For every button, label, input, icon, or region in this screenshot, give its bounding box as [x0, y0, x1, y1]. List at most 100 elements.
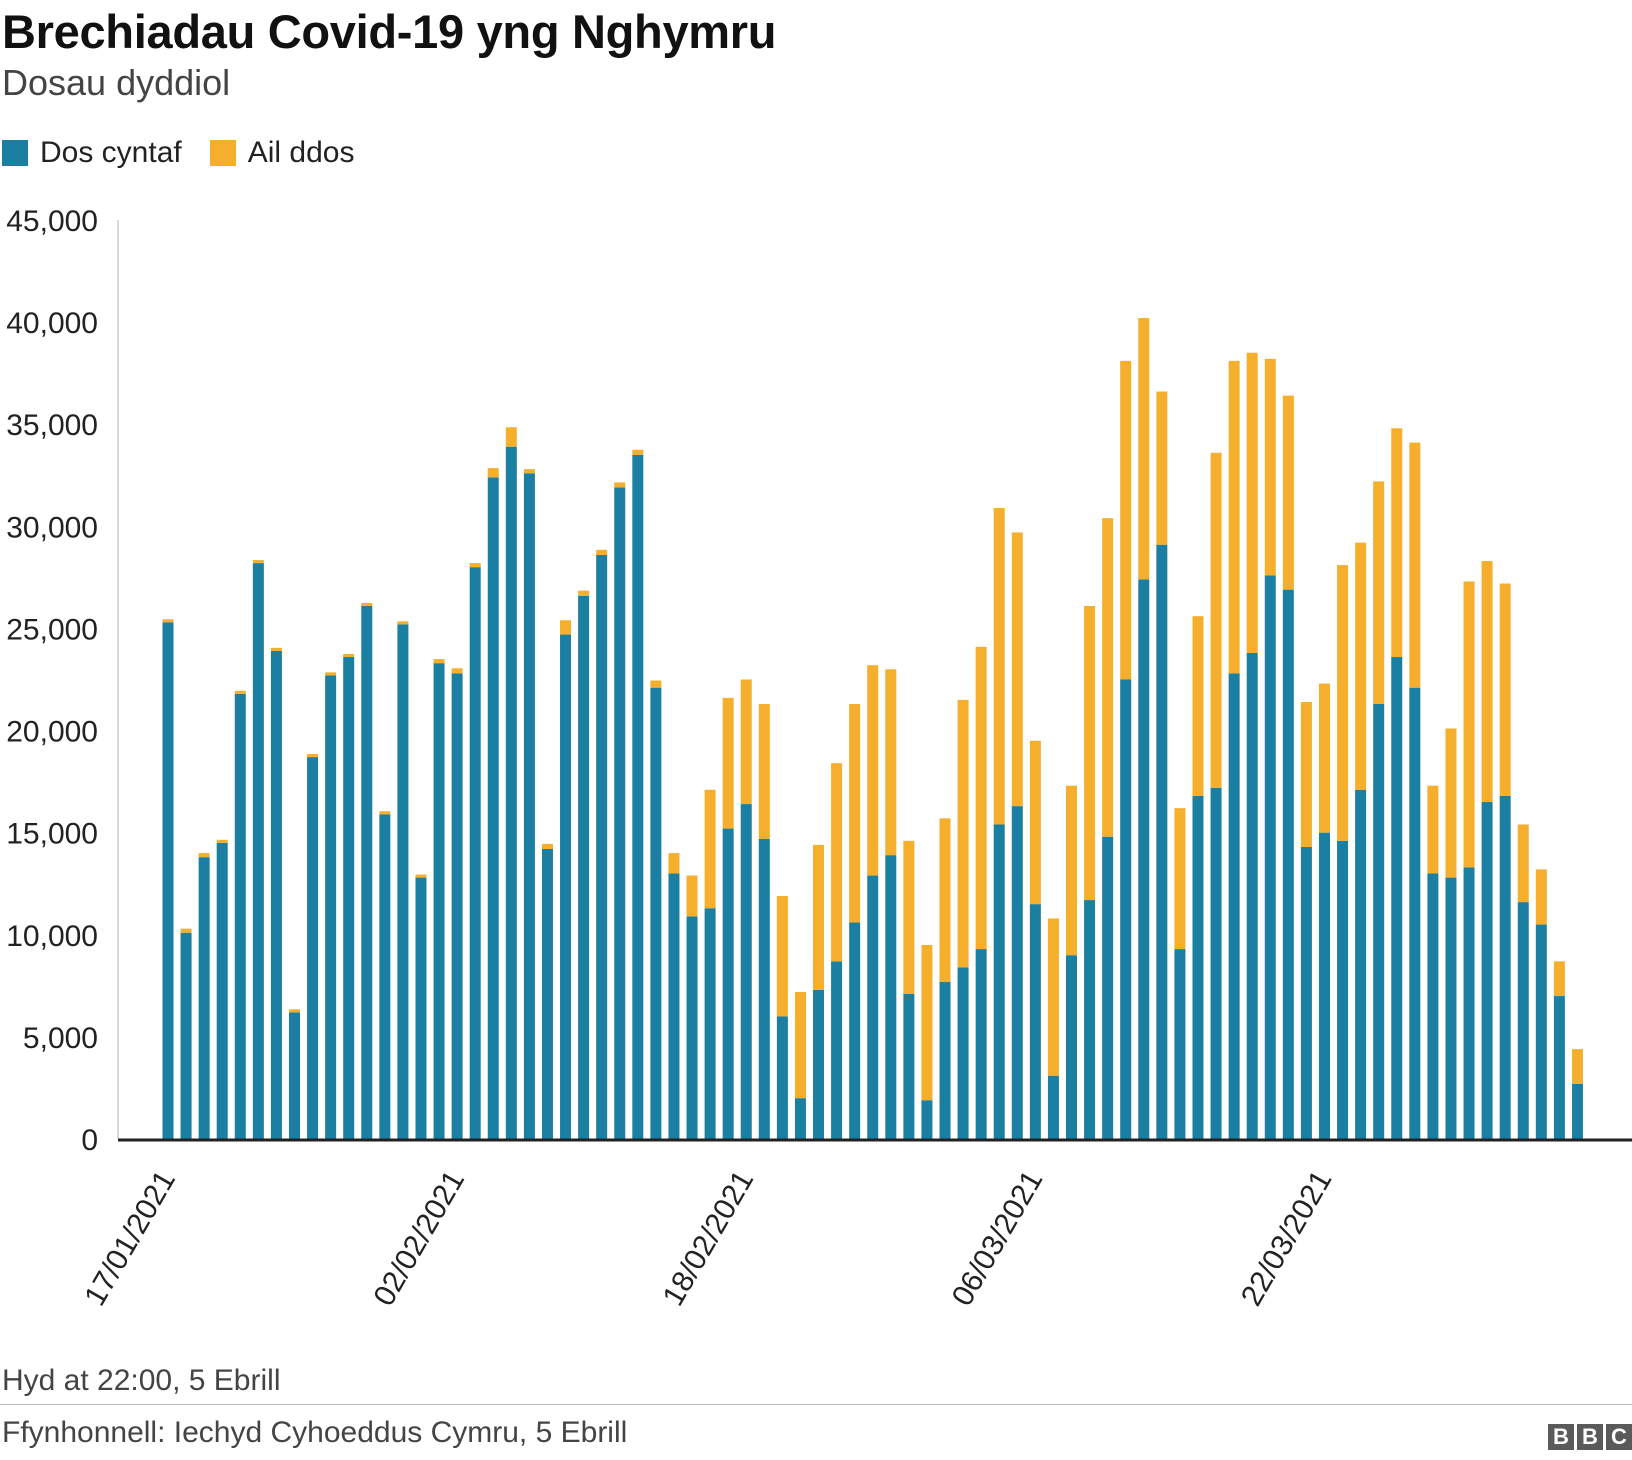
x-tick-label: 02/02/2021 [368, 1165, 472, 1312]
bar-first-dose [1102, 836, 1114, 1139]
bar-first-dose [523, 473, 535, 1139]
bar-first-dose [433, 663, 445, 1139]
bar-first-dose [1228, 673, 1240, 1139]
x-tick-label: 22/03/2021 [1235, 1165, 1339, 1312]
bar-first-dose [1084, 900, 1096, 1139]
bar-second-dose [1047, 918, 1059, 1076]
bar-first-dose [686, 916, 698, 1139]
legend-swatch-second-dose [209, 140, 236, 166]
bar-first-dose [849, 922, 861, 1139]
bar-first-dose [632, 454, 644, 1139]
bar-second-dose [1481, 561, 1493, 803]
bar-first-dose [596, 554, 608, 1139]
y-tick-label: 45,000 [6, 205, 98, 238]
bar-second-dose [505, 427, 517, 447]
source-text: Ffynhonnell: Iechyd Cyhoeddus Cymru, 5 E… [2, 1416, 628, 1449]
bar-second-dose [252, 560, 264, 564]
chart-subtitle: Dosau dyddiol [2, 62, 231, 103]
bar-first-dose [1355, 789, 1367, 1139]
bar-first-dose [379, 814, 391, 1139]
bar-second-dose [216, 839, 228, 843]
bar-first-dose [1373, 704, 1385, 1139]
y-tick-label: 5,000 [23, 1022, 98, 1055]
bar-second-dose [1391, 428, 1403, 658]
bar-second-dose [541, 843, 553, 850]
bar-second-dose [1427, 785, 1439, 874]
bar-first-dose [921, 1100, 933, 1139]
bar-first-dose [415, 877, 427, 1139]
bar-first-dose [252, 563, 264, 1139]
bar-second-dose [650, 680, 662, 688]
bar-first-dose [578, 595, 590, 1139]
bar-first-dose [541, 849, 553, 1139]
bar-first-dose [1481, 802, 1493, 1139]
bar-second-dose [831, 763, 843, 962]
bar-first-dose [1517, 902, 1529, 1139]
bar-second-dose [379, 811, 391, 815]
bar-first-dose [1066, 955, 1077, 1139]
bar-second-dose [343, 653, 355, 658]
bar-second-dose [1084, 605, 1096, 901]
bar-first-dose [198, 857, 210, 1139]
bar-first-dose [885, 855, 897, 1139]
bbc-logo-letter: B [1577, 1424, 1603, 1450]
bar-first-dose [794, 1098, 806, 1139]
bar-second-dose [270, 647, 282, 651]
bar-first-dose [1029, 904, 1041, 1139]
x-tick-label: 06/03/2021 [946, 1165, 1050, 1312]
bar-first-dose [813, 989, 825, 1139]
footnote: Hyd at 22:00, 5 Ebrill [2, 1364, 281, 1397]
bar-second-dose [288, 1009, 300, 1013]
bar-second-dose [1174, 808, 1186, 950]
legend: Dos cyntaf Ail ddos [2, 136, 382, 170]
bar-first-dose [1445, 877, 1457, 1139]
bar-first-dose [650, 687, 662, 1139]
y-tick-label: 30,000 [6, 511, 98, 544]
x-tick-label: 18/02/2021 [657, 1165, 761, 1312]
y-tick-label: 0 [81, 1124, 98, 1157]
bar-first-dose [1535, 924, 1547, 1139]
bar-first-dose [1571, 1083, 1583, 1139]
x-tick-label: 17/01/2021 [78, 1165, 182, 1312]
bar-first-dose [975, 949, 987, 1139]
legend-label-first-dose: Dos cyntaf [40, 136, 182, 169]
bar-first-dose [722, 828, 734, 1139]
bar-first-dose [1192, 795, 1204, 1139]
chart-title: Brechiadau Covid-19 yng Nghymru [2, 5, 777, 58]
bar-first-dose [1337, 840, 1349, 1139]
bar-second-dose [1517, 824, 1529, 903]
bar-second-dose [1300, 701, 1312, 847]
bar-series [162, 318, 1583, 1140]
bar-first-dose [505, 446, 517, 1140]
bar-second-dose [1228, 360, 1240, 674]
bar-first-dose [216, 842, 228, 1139]
bar-second-dose [1066, 785, 1077, 956]
bar-first-dose [487, 477, 499, 1139]
bar-second-dose [1318, 683, 1330, 833]
bar-first-dose [288, 1012, 300, 1139]
bar-second-dose [1355, 542, 1367, 790]
bar-second-dose [1337, 565, 1349, 841]
bar-second-dose [1192, 616, 1204, 796]
bar-second-dose [1138, 318, 1150, 580]
bar-second-dose [397, 621, 409, 625]
y-tick-label: 10,000 [6, 920, 98, 953]
bar-second-dose [1445, 728, 1457, 878]
bar-second-dose [704, 789, 716, 909]
bar-first-dose [704, 908, 716, 1139]
y-axis: 0 5,000 10,000 15,000 20,000 25,000 30,000 35,0… [6, 205, 119, 1157]
bar-first-dose [180, 932, 192, 1139]
y-tick-label: 40,000 [6, 307, 98, 340]
bar-first-dose [1282, 589, 1294, 1139]
bar-first-dose [1463, 867, 1475, 1139]
bar-first-dose [1264, 575, 1276, 1139]
y-tick-label: 15,000 [6, 818, 98, 851]
bar-first-dose [903, 994, 915, 1139]
bar-first-dose [234, 693, 246, 1139]
bar-second-dose [1011, 532, 1023, 807]
bar-second-dose [1120, 360, 1132, 680]
bar-second-dose [487, 468, 499, 478]
bar-first-dose [1499, 795, 1511, 1139]
bar-second-dose [1156, 391, 1168, 545]
bar-first-dose [1391, 657, 1403, 1139]
